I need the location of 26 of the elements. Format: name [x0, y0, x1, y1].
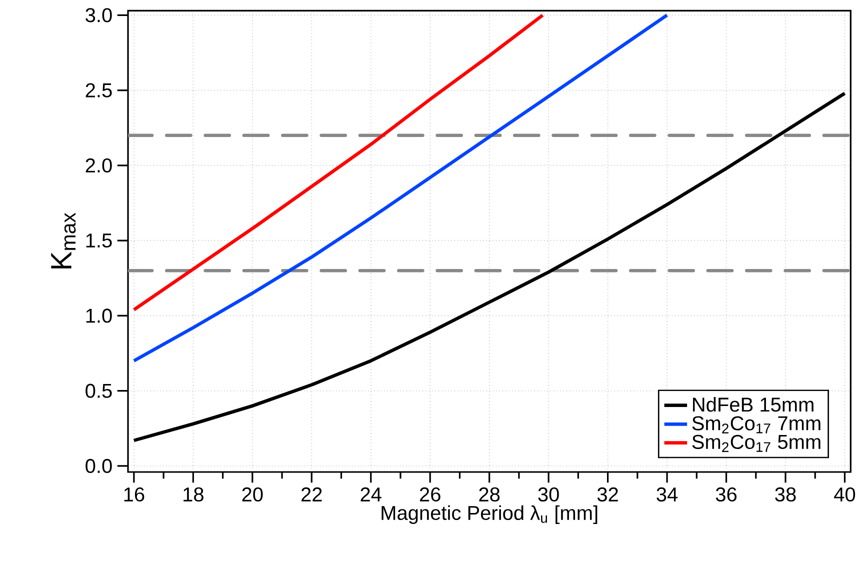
y-tick-label: 1.5	[86, 234, 112, 248]
x-tick-label: 34	[656, 487, 678, 502]
legend-label: NdFeB 15mm	[693, 397, 814, 412]
x-tick-label: 30	[538, 487, 559, 502]
legend-label: Sm$_{2}$Co$_{17}$ 5mm	[692, 434, 820, 452]
y-tick-label: 2.0	[86, 158, 112, 173]
x-tick-label: 38	[775, 487, 796, 502]
legend-label: Sm$_{2}$Co$_{17}$ 7mm	[692, 416, 820, 434]
y-tick-label: 2.5	[86, 83, 112, 98]
x-tick-label: 32	[597, 487, 618, 502]
x-tick-label: 36	[716, 487, 737, 502]
y-tick-label: 0.5	[86, 384, 112, 398]
x-tick-label: 24	[360, 487, 382, 502]
x-tick-label: 20	[242, 487, 263, 502]
y-tick-label: 0.0	[86, 458, 112, 474]
x-tick-label: 28	[479, 487, 500, 502]
x-tick-label: 26	[420, 487, 440, 502]
x-tick-label: 40	[834, 487, 856, 502]
y-axis-title: K$_{max}$	[51, 212, 76, 268]
x-axis-title: Magnetic Period λ$_{u}$ [mm]	[382, 505, 598, 524]
line-series	[132, 14, 669, 362]
y-tick-label: 1.0	[86, 308, 112, 323]
x-tick-label: 18	[184, 487, 204, 502]
y-tick-label: 3.0	[86, 8, 112, 22]
x-tick-label: 22	[302, 487, 322, 502]
x-tick-label: 16	[124, 487, 144, 502]
